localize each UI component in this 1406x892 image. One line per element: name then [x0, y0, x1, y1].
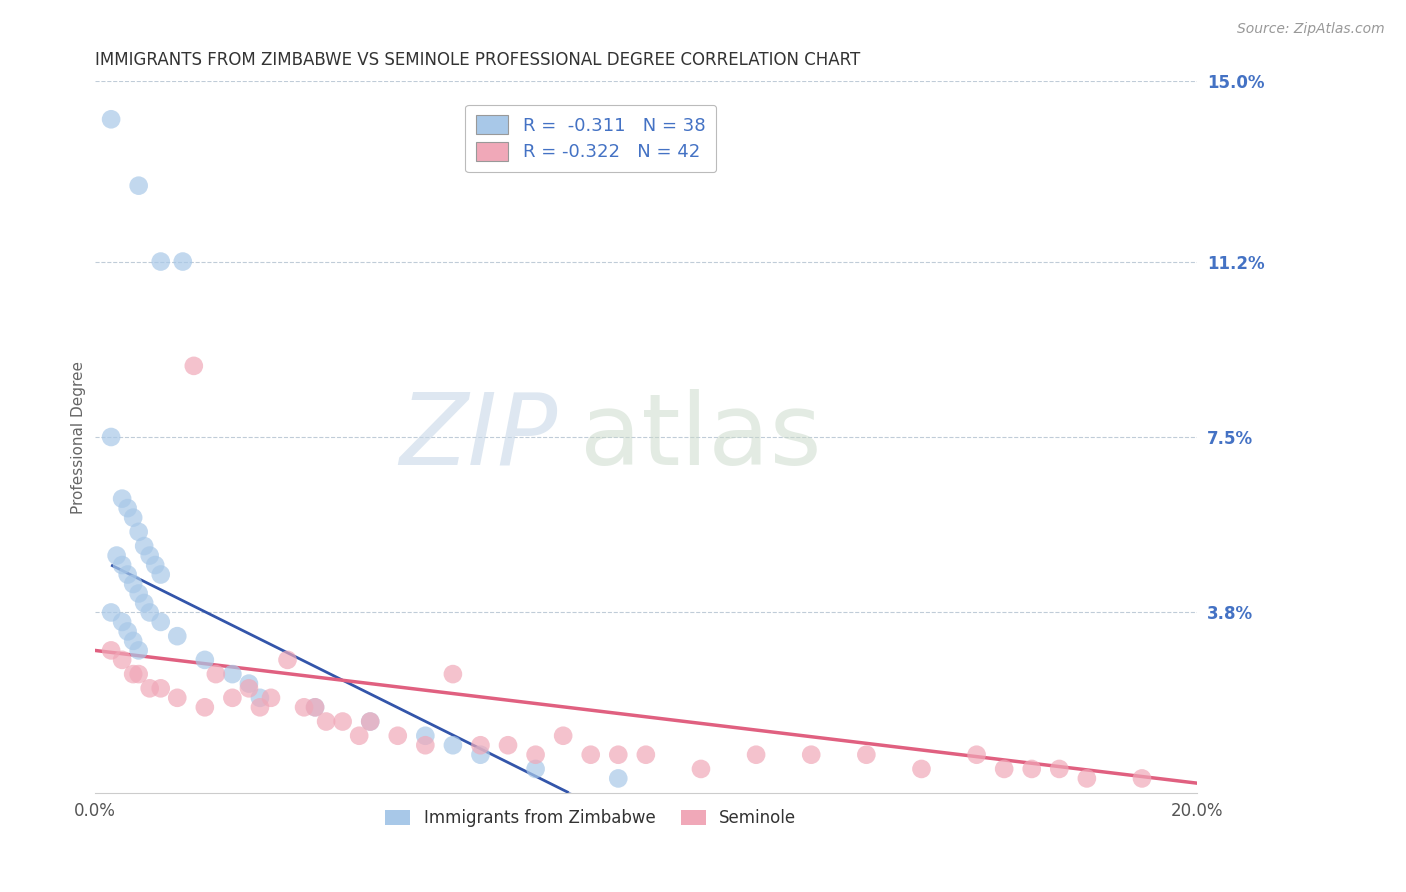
Point	[304, 700, 326, 714]
Point	[128, 524, 150, 539]
Point	[149, 254, 172, 268]
Point	[128, 667, 150, 681]
Point	[690, 762, 713, 776]
Point	[143, 558, 166, 572]
Point	[1021, 762, 1043, 776]
Point	[128, 178, 150, 193]
Point	[100, 643, 122, 657]
Point	[221, 690, 243, 705]
Text: atlas: atlas	[579, 389, 821, 485]
Point	[496, 738, 519, 752]
Point	[249, 700, 271, 714]
Point	[149, 615, 172, 629]
Point	[553, 729, 575, 743]
Point	[205, 667, 228, 681]
Point	[249, 690, 271, 705]
Point	[1076, 772, 1098, 786]
Point	[111, 558, 134, 572]
Point	[194, 700, 217, 714]
Point	[111, 653, 134, 667]
Point	[122, 577, 145, 591]
Point	[183, 359, 205, 373]
Point	[347, 729, 370, 743]
Point	[128, 586, 150, 600]
Point	[910, 762, 932, 776]
Point	[800, 747, 823, 762]
Point	[415, 738, 437, 752]
Point	[111, 491, 134, 506]
Point	[441, 738, 464, 752]
Text: IMMIGRANTS FROM ZIMBABWE VS SEMINOLE PROFESSIONAL DEGREE CORRELATION CHART: IMMIGRANTS FROM ZIMBABWE VS SEMINOLE PRO…	[94, 51, 860, 69]
Text: Source: ZipAtlas.com: Source: ZipAtlas.com	[1237, 22, 1385, 37]
Point	[100, 112, 122, 127]
Point	[579, 747, 602, 762]
Point	[292, 700, 315, 714]
Point	[117, 567, 139, 582]
Point	[117, 501, 139, 516]
Point	[238, 676, 260, 690]
Point	[1130, 772, 1153, 786]
Y-axis label: Professional Degree: Professional Degree	[72, 360, 86, 514]
Point	[276, 653, 298, 667]
Point	[470, 738, 492, 752]
Point	[134, 596, 156, 610]
Point	[117, 624, 139, 639]
Point	[172, 254, 194, 268]
Point	[359, 714, 381, 729]
Point	[100, 430, 122, 444]
Point	[607, 772, 630, 786]
Point	[194, 653, 217, 667]
Point	[149, 567, 172, 582]
Point	[166, 629, 188, 643]
Point	[359, 714, 381, 729]
Point	[221, 667, 243, 681]
Point	[122, 510, 145, 524]
Point	[166, 690, 188, 705]
Point	[260, 690, 283, 705]
Point	[138, 549, 160, 563]
Point	[1047, 762, 1070, 776]
Point	[138, 681, 160, 696]
Point	[332, 714, 354, 729]
Point	[238, 681, 260, 696]
Legend: Immigrants from Zimbabwe, Seminole: Immigrants from Zimbabwe, Seminole	[378, 803, 803, 834]
Point	[441, 667, 464, 681]
Point	[745, 747, 768, 762]
Point	[134, 539, 156, 553]
Point	[315, 714, 337, 729]
Text: ZIP: ZIP	[399, 389, 558, 485]
Point	[138, 606, 160, 620]
Point	[100, 606, 122, 620]
Point	[105, 549, 128, 563]
Point	[149, 681, 172, 696]
Point	[387, 729, 409, 743]
Point	[634, 747, 657, 762]
Point	[128, 643, 150, 657]
Point	[993, 762, 1015, 776]
Point	[304, 700, 326, 714]
Point	[415, 729, 437, 743]
Point	[524, 762, 547, 776]
Point	[524, 747, 547, 762]
Point	[966, 747, 988, 762]
Point	[470, 747, 492, 762]
Point	[122, 634, 145, 648]
Point	[855, 747, 877, 762]
Point	[111, 615, 134, 629]
Point	[122, 667, 145, 681]
Point	[607, 747, 630, 762]
